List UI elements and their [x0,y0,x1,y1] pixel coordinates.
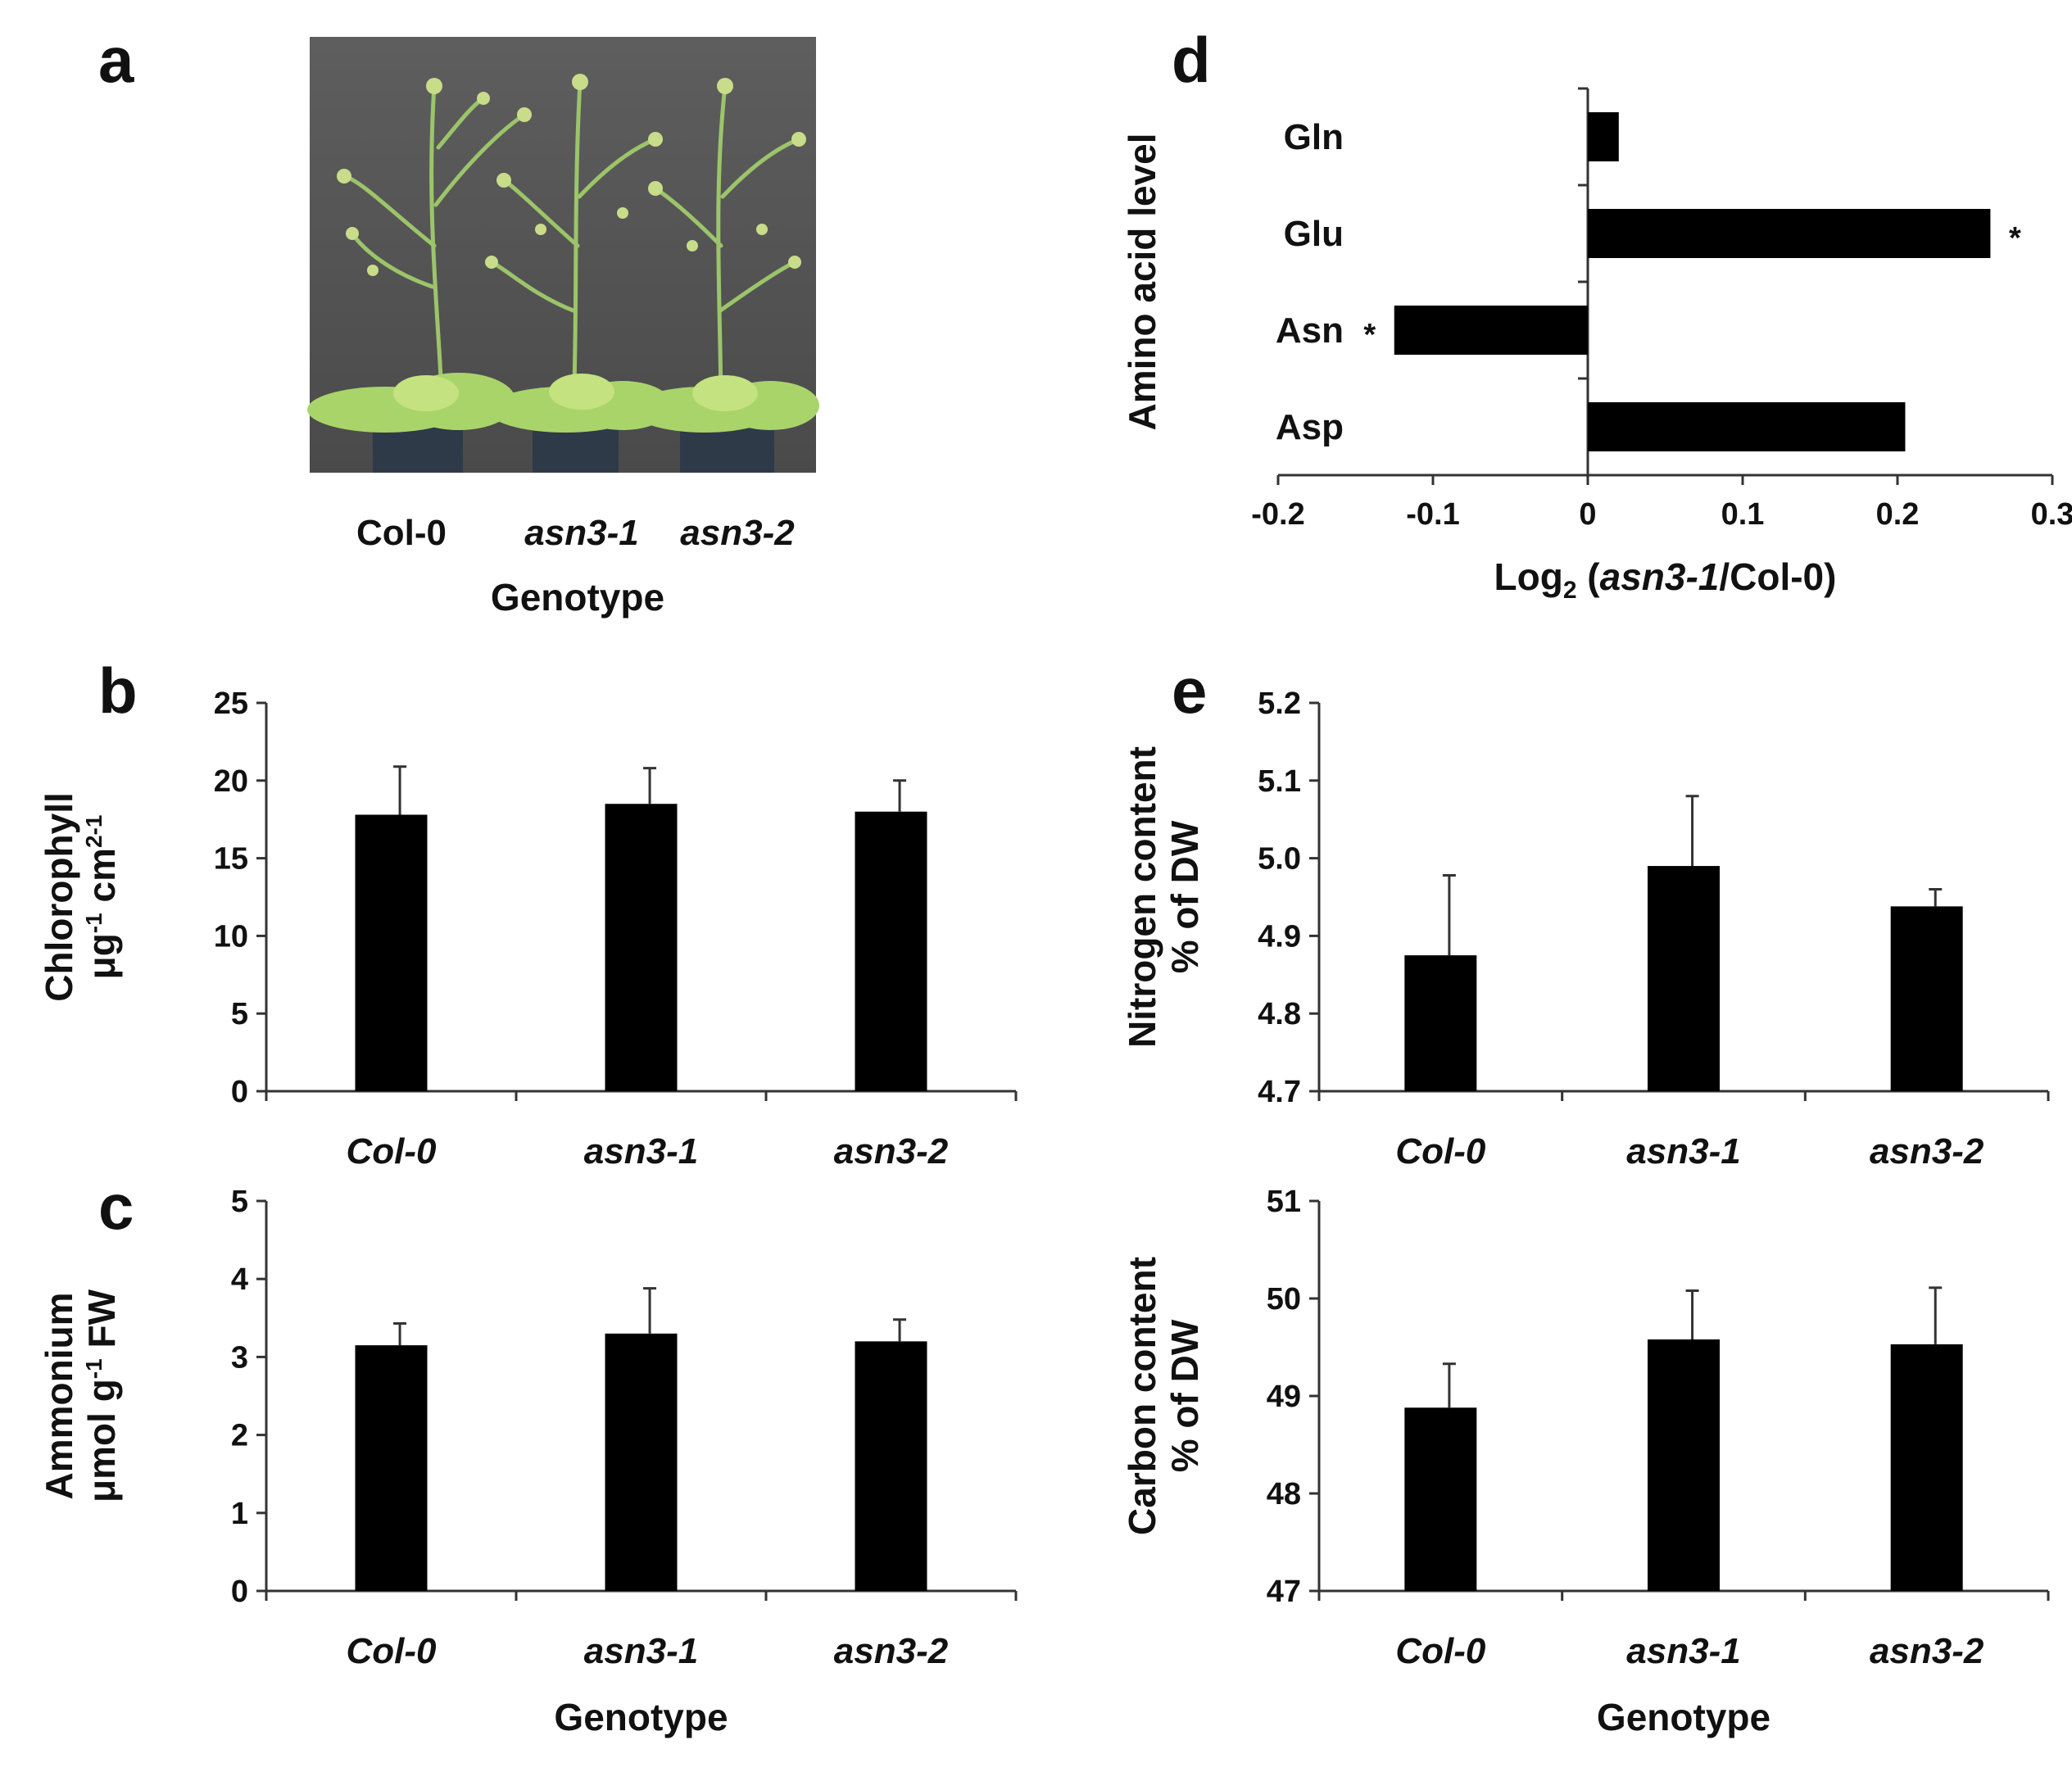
x-tick-label: 0.2 [1876,497,1920,532]
panel-letter-b: b [98,655,138,727]
y-tick-label: 10 [214,919,248,954]
x-tick-label: -0.1 [1406,497,1459,532]
y-tick-label: 49 [1267,1380,1301,1414]
y-tick-label: 47 [1267,1575,1301,1609]
panel-letter-a: a [98,24,134,96]
x-axis-label: Genotype [554,1696,728,1738]
x-axis-label: Log2 (asn3-1/Col-0) [1494,555,1837,604]
y-tick-label: 50 [1267,1282,1301,1316]
chart-e-carbon: 47 48 49 50 51 Col-0 asn3-1 asn3-2 Carbon conten… [1121,1185,2050,1738]
y-axis-label: Chlorophyll [38,792,80,1002]
category-label: Glu [1284,214,1344,254]
bar-asn3-1 [605,804,678,1091]
category-label: asn3-2 [1870,1631,1984,1671]
bar-Asn [1394,306,1588,355]
x-tick-label: 0 [1579,497,1596,532]
y-tick-label: 48 [1267,1477,1301,1511]
category-label: Asp [1276,407,1344,447]
y-axis-label: Amino acid level [1121,133,1163,430]
y-tick-label: 4.8 [1258,997,1301,1031]
category-label: Col-0 [1395,1631,1486,1671]
bar-Col-0 [1404,955,1477,1091]
arabidopsis-plants-photo [307,37,819,473]
y-axis-label: % of DW [1163,820,1206,973]
y-tick-label: 0 [231,1075,248,1109]
category-label: asn3-1 [584,1131,698,1171]
bar-Col-0 [1404,1407,1477,1591]
photo-label-asn3-2: asn3-2 [680,513,795,553]
bar-Col-0 [355,1345,428,1591]
y-tick-label: 4 [231,1262,248,1297]
y-axis-label: Nitrogen content [1121,746,1163,1048]
y-tick-label: 3 [231,1340,248,1375]
category-label: Col-0 [1395,1131,1486,1171]
y-tick-label: 5.1 [1258,764,1301,799]
category-label: Gln [1284,117,1344,157]
category-label: asn3-1 [584,1631,698,1671]
significance-star: * [2009,221,2021,256]
chart-d: -0.2 -0.1 0 0.1 0.2 0.3 Gln Glu * Asn * Asp Amino ac… [1121,87,2072,604]
y-tick-label: 15 [214,842,248,877]
chart-b: 0 5 10 15 20 25 Col-0 asn3-1 asn3-2 Chlorophyll μg… [38,687,1018,1171]
bar-Asp [1588,402,1906,451]
x-axis-label: Genotype [1597,1696,1770,1738]
category-label: asn3-2 [834,1631,949,1671]
y-tick-label: 4.7 [1258,1075,1301,1109]
y-axis-label: μmol g-1 FW [80,1289,123,1502]
category-label: asn3-1 [1626,1631,1740,1671]
category-label: Col-0 [347,1631,438,1671]
photo-label-asn3-1: asn3-1 [524,513,638,553]
panel-letter-e: e [1172,655,1207,727]
y-axis-label: μg-1 cm2-1 [80,815,123,980]
photo-label-col0: Col-0 [356,513,447,553]
bar-asn3-1 [1648,866,1720,1091]
category-label: asn3-2 [1870,1131,1984,1171]
y-tick-label: 1 [231,1497,248,1531]
y-tick-label: 20 [214,764,248,799]
y-tick-label: 4.9 [1258,919,1301,954]
x-tick-label: -0.2 [1251,497,1304,532]
bar-asn3-2 [855,811,927,1091]
y-tick-label: 51 [1267,1185,1301,1219]
chart-e-nitrogen: 4.7 4.8 4.9 5.0 5.1 5.2 Col-0 asn3-1 asn3-2 Nitro… [1121,687,2050,1171]
bar-asn3-2 [1890,1344,1963,1591]
panel-letter-d: d [1172,24,1211,96]
y-tick-label: 5.2 [1258,687,1301,721]
y-tick-label: 5.0 [1258,842,1301,877]
photo-xlabel: Genotype [491,576,664,619]
y-axis-label: Carbon content [1121,1257,1163,1535]
category-label: asn3-1 [1626,1131,1740,1171]
y-tick-label: 25 [214,687,248,721]
category-label: Asn [1276,310,1344,351]
y-tick-label: 2 [231,1419,248,1453]
bar-Gln [1588,112,1619,161]
x-tick-label: 0.3 [2031,497,2072,532]
category-label: asn3-2 [834,1131,949,1171]
category-label: Col-0 [347,1131,438,1171]
y-tick-label: 0 [231,1575,248,1609]
bar-Col-0 [355,814,428,1091]
y-tick-label: 5 [231,1185,248,1219]
chart-c: 0 1 2 3 4 5 Col-0 asn3-1 asn3-2 Ammonium μmol g-1 … [38,1185,1018,1738]
bar-asn3-1 [1648,1339,1720,1591]
bar-asn3-1 [605,1333,678,1591]
y-tick-label: 5 [231,997,248,1031]
y-axis-label: % of DW [1163,1319,1206,1472]
bar-asn3-2 [1890,906,1963,1091]
significance-star: * [1363,318,1376,352]
bar-asn3-2 [855,1341,927,1591]
panel-letter-c: c [98,1171,134,1243]
bar-Glu [1588,209,1991,258]
x-tick-label: 0.1 [1721,497,1765,532]
y-axis-label: Ammonium [38,1293,80,1500]
